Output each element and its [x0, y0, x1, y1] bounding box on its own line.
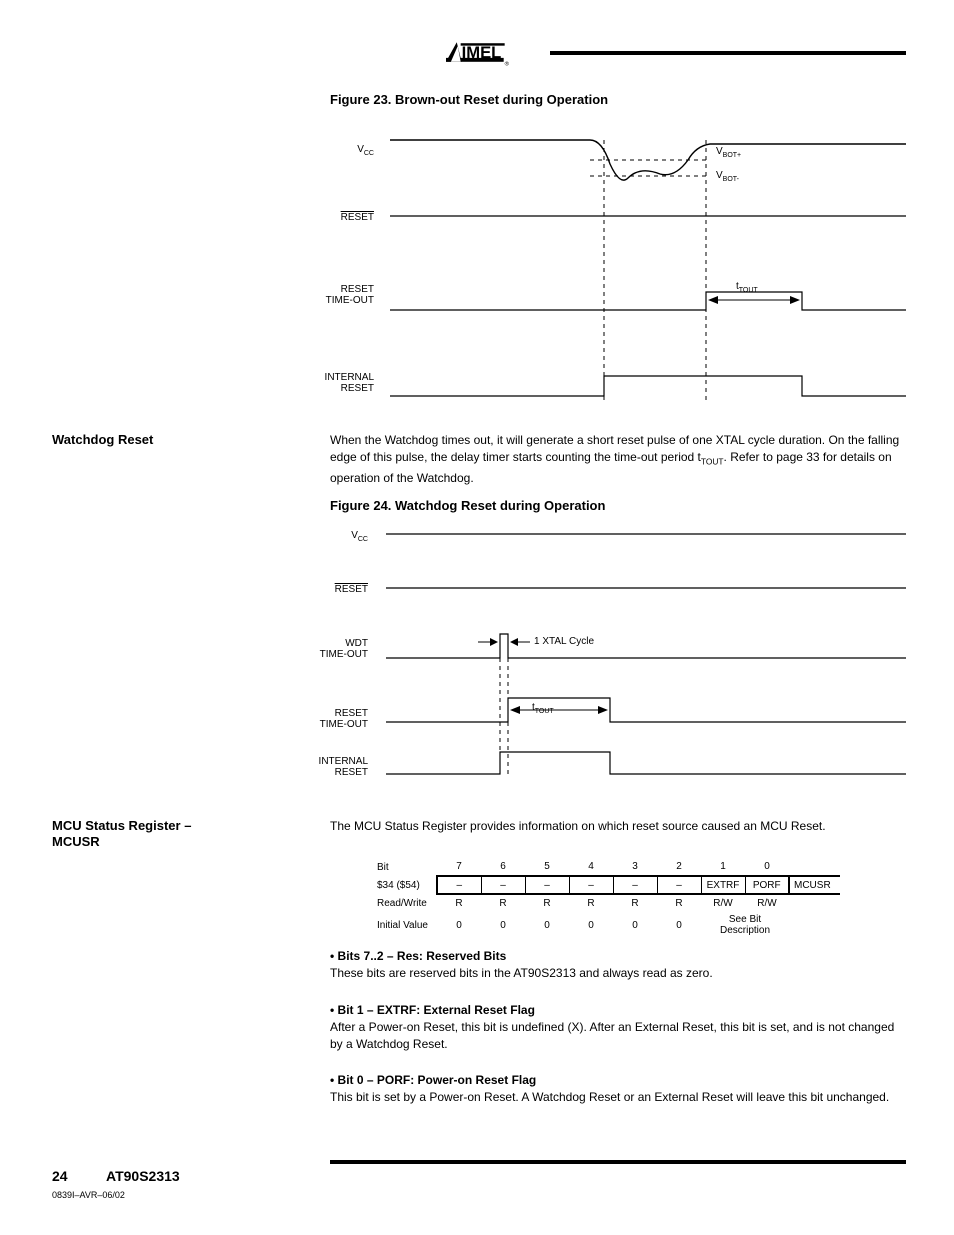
bit-0: 0: [745, 858, 789, 876]
fig23-vbot-plus: VBOT+: [716, 146, 741, 159]
fig23: VCC RESET RESET TIME-OUT INTERNAL RESET …: [310, 116, 910, 426]
fig24-one-xtal: 1 XTAL Cycle: [534, 636, 594, 647]
bit1-head: • Bit 1 – EXTRF: External Reset Flag: [330, 1003, 535, 1017]
bit-3: 3: [613, 858, 657, 876]
mcusr-register-table: Bit 7 6 5 4 3 2 1 0 $34 ($54) – – – – – …: [375, 858, 840, 938]
bit-5: 5: [525, 858, 569, 876]
bit1: • Bit 1 – EXTRF: External Reset Flag Aft…: [330, 1002, 906, 1053]
bit-4: 4: [569, 858, 613, 876]
svg-text:IMEL: IMEL: [462, 43, 502, 62]
bit0: • Bit 0 – PORF: Power-on Reset Flag This…: [330, 1072, 906, 1106]
bits7-2: • Bits 7..2 – Res: Reserved Bits These b…: [330, 948, 906, 982]
bit-7: 7: [437, 858, 481, 876]
bit0-body: This bit is set by a Power-on Reset. A W…: [330, 1090, 889, 1104]
bit-row-label: Bit: [375, 858, 437, 876]
bit-6: 6: [481, 858, 525, 876]
part-number: AT90S2313: [106, 1168, 180, 1184]
bit-1: 1: [701, 858, 745, 876]
fig23-vbot-minus: VBOT-: [716, 170, 739, 183]
register-name-row: $34 ($54) – – – – – – EXTRF PORF MCUSR: [375, 876, 840, 894]
reg-name: MCUSR: [789, 876, 840, 894]
fig24-waveforms: [298, 516, 908, 796]
fig24: VCC RESET WDT TIME-OUT RESET TIME-OUT IN…: [298, 516, 908, 796]
mcusr-intro: The MCU Status Register provides informa…: [330, 818, 906, 835]
fig23-title: Figure 23. Brown-out Reset during Operat…: [330, 92, 608, 107]
atmel-logo: IMEL ®: [446, 38, 534, 68]
header-rule: [550, 51, 906, 55]
fig23-waveforms: [310, 116, 910, 426]
fig24-ttout: tTOUT: [532, 702, 554, 715]
bit1-body: After a Power-on Reset, this bit is unde…: [330, 1020, 894, 1051]
fig24-title: Figure 24. Watchdog Reset during Operati…: [330, 498, 605, 513]
page-number: 24: [52, 1168, 68, 1184]
bit0-head: • Bit 0 – PORF: Power-on Reset Flag: [330, 1073, 536, 1087]
rw-row: Read/Write R R R R R R R/W R/W: [375, 894, 840, 912]
bit-2: 2: [657, 858, 701, 876]
logo-bar: IMEL ®: [446, 36, 906, 70]
svg-text:®: ®: [505, 61, 510, 68]
footer-rule: [330, 1160, 906, 1164]
doc-revision: 0839I–AVR–06/02: [52, 1190, 125, 1200]
mcusr-section-label: MCU Status Register – MCUSR: [52, 818, 191, 850]
init-row: Initial Value 0 0 0 0 0 0 See Bit Descri…: [375, 912, 840, 938]
bits7-2-head: • Bits 7..2 – Res: Reserved Bits: [330, 949, 506, 963]
watchdog-section-label: Watchdog Reset: [52, 432, 153, 447]
bits7-2-body: These bits are reserved bits in the AT90…: [330, 966, 713, 980]
fig23-ttout: tTOUT: [736, 281, 758, 294]
watchdog-body: When the Watchdog times out, it will gen…: [330, 432, 906, 487]
